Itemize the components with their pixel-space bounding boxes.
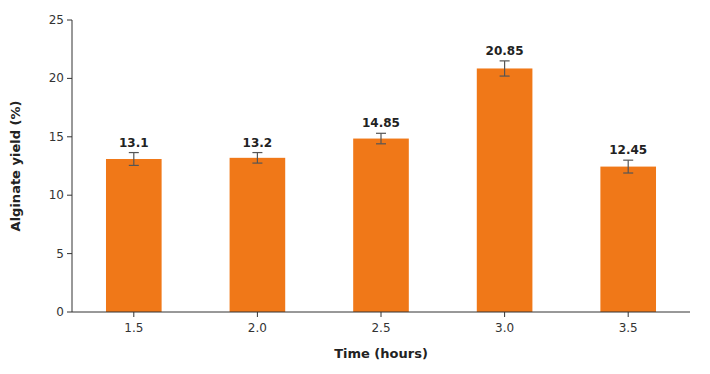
data-label: 14.85 (362, 116, 400, 130)
x-axis-label: Time (hours) (334, 346, 428, 361)
bar (600, 167, 656, 312)
x-tick (628, 312, 629, 317)
error-cap (376, 133, 386, 134)
data-label: 13.1 (119, 136, 149, 150)
chart-container: 13.1 13.2 14.85 20.85 12.45 0 5 10 15 20 25 1.5 2.0 2… (0, 0, 710, 374)
error-bar (252, 153, 262, 164)
error-cap (252, 152, 262, 153)
error-cap (500, 75, 510, 76)
y-tick-label: 20 (49, 71, 64, 85)
error-cap (129, 165, 139, 166)
y-tick-label: 0 (56, 305, 64, 319)
bar (353, 139, 409, 312)
bar (477, 68, 533, 312)
data-label: 13.2 (243, 136, 273, 150)
bars (106, 61, 656, 312)
bar (106, 159, 162, 312)
y-tick-label: 5 (56, 247, 64, 261)
y-tick (67, 78, 72, 79)
y-tick (67, 253, 72, 254)
error-line (133, 153, 134, 166)
error-bar (376, 133, 386, 144)
x-tick (381, 312, 382, 317)
x-tick (504, 312, 505, 317)
y-tick (67, 312, 72, 313)
y-tick (67, 136, 72, 137)
error-line (628, 160, 629, 173)
x-tick (257, 312, 258, 317)
x-tick-label: 1.5 (124, 321, 143, 335)
bar (230, 158, 286, 312)
error-bar (500, 61, 510, 76)
y-axis-label: Alginate yield (%) (8, 101, 23, 232)
y-tick-label: 15 (49, 130, 64, 144)
error-cap (252, 162, 262, 163)
error-line (257, 153, 258, 164)
data-label: 12.45 (609, 143, 647, 157)
x-tick-label: 2.5 (371, 321, 390, 335)
page: {"chart_data": {"type": "bar", "categori… (0, 0, 710, 374)
x-tick (133, 312, 134, 317)
x-tick-label: 3.0 (495, 321, 514, 335)
error-line (504, 61, 505, 76)
y-tick-label: 25 (49, 13, 64, 27)
x-tick-label: 3.5 (619, 321, 638, 335)
y-axis-line (72, 20, 73, 312)
x-tick-label: 2.0 (248, 321, 267, 335)
error-line (380, 133, 381, 144)
error-cap (623, 160, 633, 161)
y-tick (67, 20, 72, 21)
error-cap (623, 172, 633, 173)
error-bar (623, 160, 633, 173)
error-cap (500, 60, 510, 61)
error-cap (376, 143, 386, 144)
y-tick (67, 195, 72, 196)
data-label: 20.85 (486, 44, 524, 58)
chart-svg: 13.1 13.2 14.85 20.85 12.45 0 5 10 15 20 25 1.5 2.0 2… (0, 0, 710, 374)
error-cap (129, 152, 139, 153)
y-tick-label: 10 (49, 188, 64, 202)
error-bar (129, 153, 139, 166)
